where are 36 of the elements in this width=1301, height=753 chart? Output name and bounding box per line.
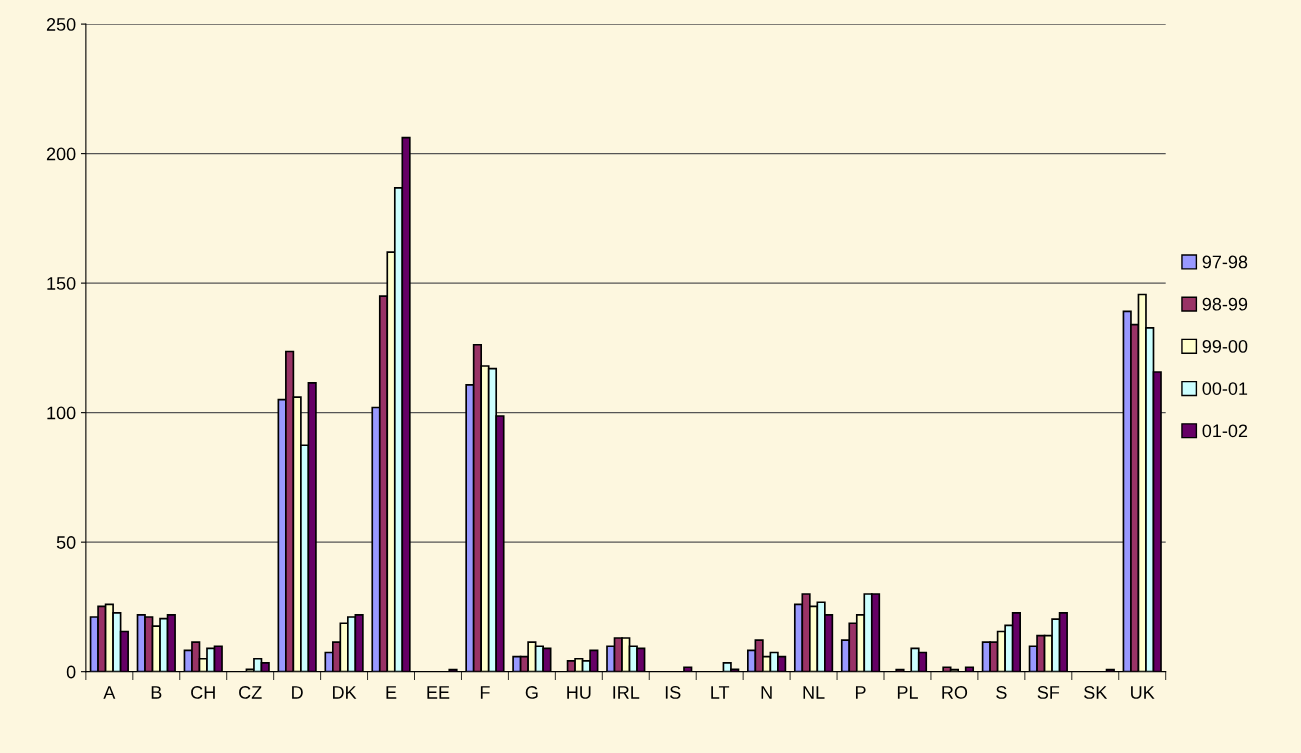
- x-tick-label: B: [151, 686, 162, 699]
- x-tick-label: EE: [427, 686, 450, 699]
- legend-label: 97-98: [1202, 255, 1248, 269]
- legend-label: 01-02: [1202, 424, 1248, 438]
- x-tick-label: DK: [333, 686, 357, 699]
- bar: [683, 666, 693, 672]
- x-tick-label: SK: [1084, 686, 1108, 699]
- x-tick-label: G: [525, 686, 538, 699]
- x-tick-label: IRL: [613, 686, 640, 699]
- x-tick-label: D: [292, 686, 303, 699]
- x-tick-label: NL: [803, 686, 825, 699]
- y-tick-label: 200: [46, 147, 76, 161]
- y-tick-label: 0: [66, 665, 76, 679]
- x-tick-label: IS: [665, 686, 681, 699]
- legend-label: 00-01: [1202, 382, 1248, 395]
- x-tick-label: P: [855, 686, 866, 699]
- x-tick-label: A: [103, 686, 116, 699]
- y-tick-label: 50: [56, 536, 76, 549]
- y-tick-label: 150: [47, 277, 76, 290]
- x-tick-label: RO: [942, 686, 968, 699]
- legend-label: 99-00: [1202, 340, 1248, 353]
- x-tick-label: S: [996, 686, 1007, 699]
- x-tick-label: CH: [191, 686, 215, 699]
- x-tick-label: E: [386, 686, 397, 699]
- x-tick-label: CZ: [239, 686, 262, 699]
- x-tick-label: LT: [711, 686, 730, 699]
- x-tick-label: SF: [1037, 686, 1060, 699]
- x-tick-label: F: [480, 686, 490, 699]
- bar: [964, 666, 975, 672]
- y-tick-label: 250: [46, 18, 76, 31]
- x-tick-label: UK: [1131, 686, 1155, 699]
- x-tick-label: HU: [567, 686, 591, 699]
- x-tick-label: PL: [897, 686, 918, 699]
- legend-label: 98-99: [1202, 297, 1248, 311]
- x-tick-label: N: [761, 686, 772, 699]
- y-tick-label: 100: [47, 406, 76, 420]
